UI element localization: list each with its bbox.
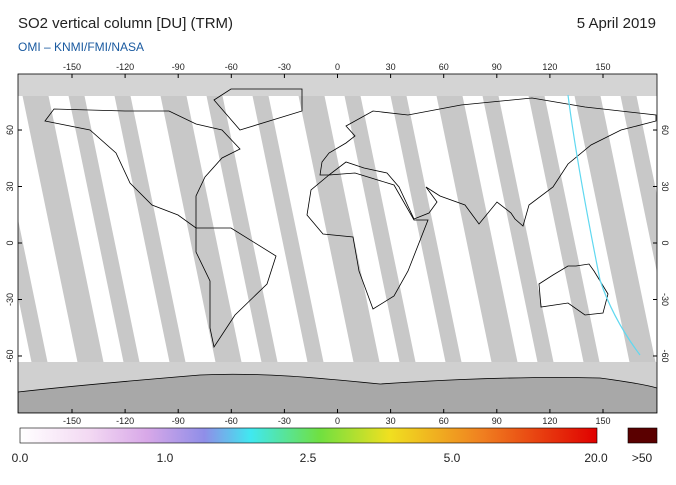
lat-label: -30 — [660, 293, 670, 306]
map — [18, 74, 657, 413]
data-gap — [432, 74, 528, 413]
lon-label: -120 — [116, 416, 134, 426]
data-gap — [110, 74, 196, 413]
lon-label: -120 — [116, 62, 134, 72]
title: SO2 vertical column [DU] (TRM) — [18, 15, 233, 32]
lon-label: 30 — [386, 62, 396, 72]
colorbar-label: 2.5 — [300, 451, 317, 465]
lon-label: 30 — [386, 416, 396, 426]
lat-label: -60 — [660, 349, 670, 362]
data-gap — [340, 74, 426, 413]
lat-label: 0 — [660, 240, 670, 245]
lat-label: 30 — [5, 182, 15, 192]
lon-label: 150 — [595, 62, 610, 72]
lon-label: -90 — [172, 416, 185, 426]
date: 5 April 2019 — [577, 15, 656, 32]
lon-label: 90 — [492, 62, 502, 72]
lon-label: -60 — [225, 416, 238, 426]
lat-label: 30 — [660, 182, 670, 192]
data-gap — [294, 74, 390, 413]
lon-label: 120 — [542, 416, 557, 426]
data-gap — [18, 74, 114, 413]
lon-label: -150 — [63, 62, 81, 72]
lat-label: 60 — [660, 125, 670, 135]
data-gap — [64, 74, 150, 413]
data-gap — [202, 74, 288, 413]
colorbar-label: 1.0 — [157, 451, 174, 465]
data-gap — [478, 74, 564, 413]
lon-label: -90 — [172, 62, 185, 72]
data-gap — [386, 74, 472, 413]
colorbar-label: 5.0 — [444, 451, 461, 465]
lon-label: 60 — [439, 416, 449, 426]
data-gap — [524, 74, 610, 413]
lon-label: -30 — [278, 416, 291, 426]
colorbar-over-label: >50 — [632, 451, 653, 465]
colorbar-label: 20.0 — [584, 451, 608, 465]
lon-label: 60 — [439, 62, 449, 72]
lon-label: 150 — [595, 416, 610, 426]
lon-label: -150 — [63, 416, 81, 426]
colorbar-label: 0.0 — [12, 451, 29, 465]
lon-label: -30 — [278, 62, 291, 72]
lon-label: -60 — [225, 62, 238, 72]
lat-label: 0 — [5, 240, 15, 245]
lon-label: 0 — [335, 416, 340, 426]
lat-label: -30 — [5, 293, 15, 306]
lat-label: -60 — [5, 349, 15, 362]
data-gap — [616, 74, 657, 273]
lon-label: 90 — [492, 416, 502, 426]
lon-label: 120 — [542, 62, 557, 72]
data-gap — [570, 74, 657, 413]
subtitle: OMI – KNMI/FMI/NASA — [18, 40, 144, 54]
lat-label: 60 — [5, 125, 15, 135]
data-gap — [156, 74, 252, 413]
data-gap — [248, 74, 334, 413]
lon-label: 0 — [335, 62, 340, 72]
